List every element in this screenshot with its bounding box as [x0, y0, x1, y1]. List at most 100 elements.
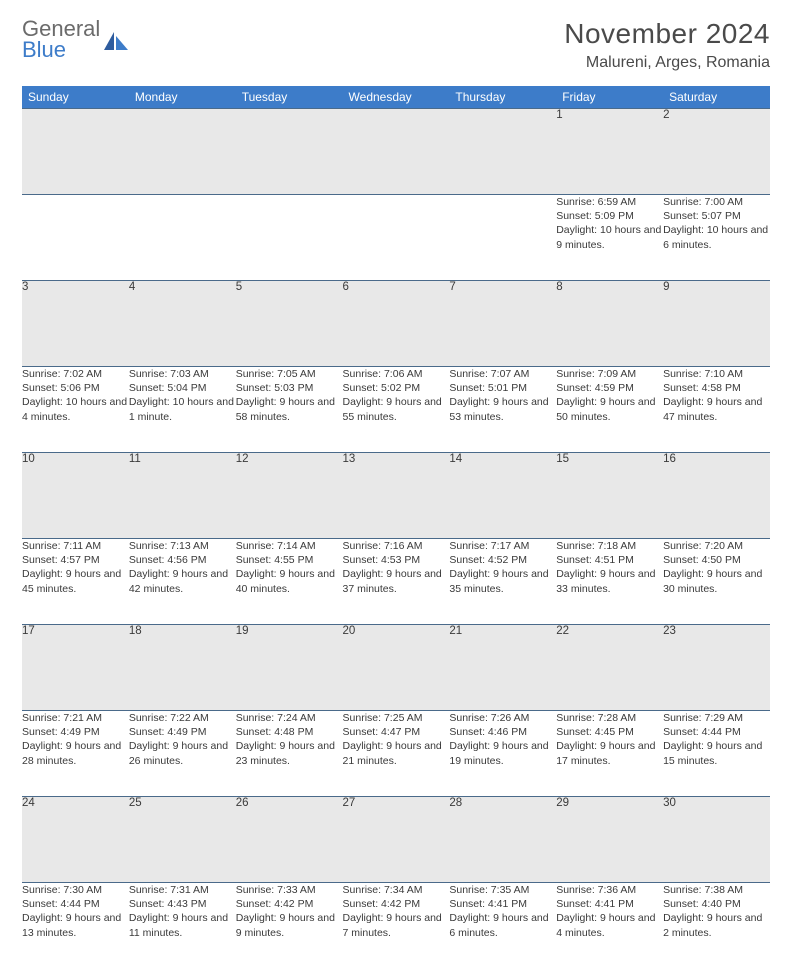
day-number-cell: 11 — [129, 453, 236, 539]
sunrise-text: Sunrise: 7:02 AM — [22, 367, 129, 381]
day-number-cell — [449, 109, 556, 195]
sunrise-text: Sunrise: 7:05 AM — [236, 367, 343, 381]
sunrise-text: Sunrise: 7:30 AM — [22, 883, 129, 897]
day-number-cell: 14 — [449, 453, 556, 539]
day-detail-cell: Sunrise: 7:38 AMSunset: 4:40 PMDaylight:… — [663, 883, 770, 969]
sunrise-text: Sunrise: 7:13 AM — [129, 539, 236, 553]
sunrise-text: Sunrise: 7:34 AM — [343, 883, 450, 897]
day-number-row: 12 — [22, 109, 770, 195]
logo-text-blue: Blue — [22, 39, 100, 61]
day-detail-cell: Sunrise: 7:36 AMSunset: 4:41 PMDaylight:… — [556, 883, 663, 969]
sunrise-text: Sunrise: 7:31 AM — [129, 883, 236, 897]
day-detail-cell: Sunrise: 7:09 AMSunset: 4:59 PMDaylight:… — [556, 367, 663, 453]
sunset-text: Sunset: 5:04 PM — [129, 381, 236, 395]
day-number-cell: 13 — [343, 453, 450, 539]
daylight-text: Daylight: 9 hours and 9 minutes. — [236, 911, 343, 939]
sunrise-text: Sunrise: 7:29 AM — [663, 711, 770, 725]
day-detail-cell: Sunrise: 7:03 AMSunset: 5:04 PMDaylight:… — [129, 367, 236, 453]
day-number-cell: 22 — [556, 625, 663, 711]
weekday-header: Monday — [129, 86, 236, 109]
day-detail-cell: Sunrise: 7:21 AMSunset: 4:49 PMDaylight:… — [22, 711, 129, 797]
daylight-text: Daylight: 10 hours and 1 minute. — [129, 395, 236, 423]
day-detail-cell — [236, 195, 343, 281]
sunrise-text: Sunrise: 7:36 AM — [556, 883, 663, 897]
day-number-cell: 29 — [556, 797, 663, 883]
daylight-text: Daylight: 9 hours and 33 minutes. — [556, 567, 663, 595]
sunrise-text: Sunrise: 7:26 AM — [449, 711, 556, 725]
day-detail-cell: Sunrise: 7:10 AMSunset: 4:58 PMDaylight:… — [663, 367, 770, 453]
day-number-cell: 3 — [22, 281, 129, 367]
daylight-text: Daylight: 9 hours and 21 minutes. — [343, 739, 450, 767]
daylight-text: Daylight: 9 hours and 6 minutes. — [449, 911, 556, 939]
day-number-row: 3456789 — [22, 281, 770, 367]
sunrise-text: Sunrise: 7:06 AM — [343, 367, 450, 381]
day-number-cell: 20 — [343, 625, 450, 711]
day-number-cell: 19 — [236, 625, 343, 711]
daylight-text: Daylight: 9 hours and 47 minutes. — [663, 395, 770, 423]
day-detail-cell — [129, 195, 236, 281]
sunrise-text: Sunrise: 7:16 AM — [343, 539, 450, 553]
sunrise-text: Sunrise: 7:00 AM — [663, 195, 770, 209]
day-number-cell: 12 — [236, 453, 343, 539]
sunset-text: Sunset: 4:59 PM — [556, 381, 663, 395]
logo-sail-icon — [104, 32, 128, 50]
daylight-text: Daylight: 9 hours and 11 minutes. — [129, 911, 236, 939]
daylight-text: Daylight: 9 hours and 26 minutes. — [129, 739, 236, 767]
daylight-text: Daylight: 10 hours and 6 minutes. — [663, 223, 770, 251]
day-detail-cell: Sunrise: 7:07 AMSunset: 5:01 PMDaylight:… — [449, 367, 556, 453]
day-number-cell: 9 — [663, 281, 770, 367]
day-number-cell: 4 — [129, 281, 236, 367]
sunrise-text: Sunrise: 7:33 AM — [236, 883, 343, 897]
day-number-cell: 10 — [22, 453, 129, 539]
sunset-text: Sunset: 4:52 PM — [449, 553, 556, 567]
sunset-text: Sunset: 4:44 PM — [22, 897, 129, 911]
location: Malureni, Arges, Romania — [564, 54, 770, 72]
sunrise-text: Sunrise: 7:11 AM — [22, 539, 129, 553]
day-detail-cell: Sunrise: 7:02 AMSunset: 5:06 PMDaylight:… — [22, 367, 129, 453]
sunrise-text: Sunrise: 7:24 AM — [236, 711, 343, 725]
sunset-text: Sunset: 4:42 PM — [236, 897, 343, 911]
sunrise-text: Sunrise: 7:10 AM — [663, 367, 770, 381]
daylight-text: Daylight: 9 hours and 23 minutes. — [236, 739, 343, 767]
sunset-text: Sunset: 4:53 PM — [343, 553, 450, 567]
daylight-text: Daylight: 9 hours and 53 minutes. — [449, 395, 556, 423]
weekday-header: Tuesday — [236, 86, 343, 109]
sunrise-text: Sunrise: 7:25 AM — [343, 711, 450, 725]
sunset-text: Sunset: 4:56 PM — [129, 553, 236, 567]
day-detail-cell: Sunrise: 7:22 AMSunset: 4:49 PMDaylight:… — [129, 711, 236, 797]
day-detail-cell: Sunrise: 7:24 AMSunset: 4:48 PMDaylight:… — [236, 711, 343, 797]
sunrise-text: Sunrise: 7:09 AM — [556, 367, 663, 381]
sunrise-text: Sunrise: 6:59 AM — [556, 195, 663, 209]
day-detail-cell: Sunrise: 7:06 AMSunset: 5:02 PMDaylight:… — [343, 367, 450, 453]
day-detail-row: Sunrise: 7:02 AMSunset: 5:06 PMDaylight:… — [22, 367, 770, 453]
day-detail-cell: Sunrise: 7:28 AMSunset: 4:45 PMDaylight:… — [556, 711, 663, 797]
day-number-cell: 18 — [129, 625, 236, 711]
sunset-text: Sunset: 5:09 PM — [556, 209, 663, 223]
sunrise-text: Sunrise: 7:03 AM — [129, 367, 236, 381]
sunrise-text: Sunrise: 7:17 AM — [449, 539, 556, 553]
daylight-text: Daylight: 9 hours and 13 minutes. — [22, 911, 129, 939]
day-detail-cell — [449, 195, 556, 281]
day-number-cell — [129, 109, 236, 195]
sunrise-text: Sunrise: 7:21 AM — [22, 711, 129, 725]
day-number-cell: 24 — [22, 797, 129, 883]
daylight-text: Daylight: 9 hours and 15 minutes. — [663, 739, 770, 767]
day-detail-cell: Sunrise: 7:00 AMSunset: 5:07 PMDaylight:… — [663, 195, 770, 281]
day-detail-cell: Sunrise: 7:34 AMSunset: 4:42 PMDaylight:… — [343, 883, 450, 969]
day-number-cell: 6 — [343, 281, 450, 367]
day-detail-row: Sunrise: 7:30 AMSunset: 4:44 PMDaylight:… — [22, 883, 770, 969]
daylight-text: Daylight: 9 hours and 55 minutes. — [343, 395, 450, 423]
sunset-text: Sunset: 5:02 PM — [343, 381, 450, 395]
daylight-text: Daylight: 9 hours and 58 minutes. — [236, 395, 343, 423]
sunset-text: Sunset: 4:51 PM — [556, 553, 663, 567]
daylight-text: Daylight: 9 hours and 19 minutes. — [449, 739, 556, 767]
sunset-text: Sunset: 4:55 PM — [236, 553, 343, 567]
sunrise-text: Sunrise: 7:35 AM — [449, 883, 556, 897]
day-detail-cell: Sunrise: 7:30 AMSunset: 4:44 PMDaylight:… — [22, 883, 129, 969]
day-number-cell: 8 — [556, 281, 663, 367]
sunset-text: Sunset: 5:03 PM — [236, 381, 343, 395]
sunset-text: Sunset: 4:42 PM — [343, 897, 450, 911]
daylight-text: Daylight: 10 hours and 4 minutes. — [22, 395, 129, 423]
sunrise-text: Sunrise: 7:14 AM — [236, 539, 343, 553]
sunset-text: Sunset: 4:41 PM — [556, 897, 663, 911]
